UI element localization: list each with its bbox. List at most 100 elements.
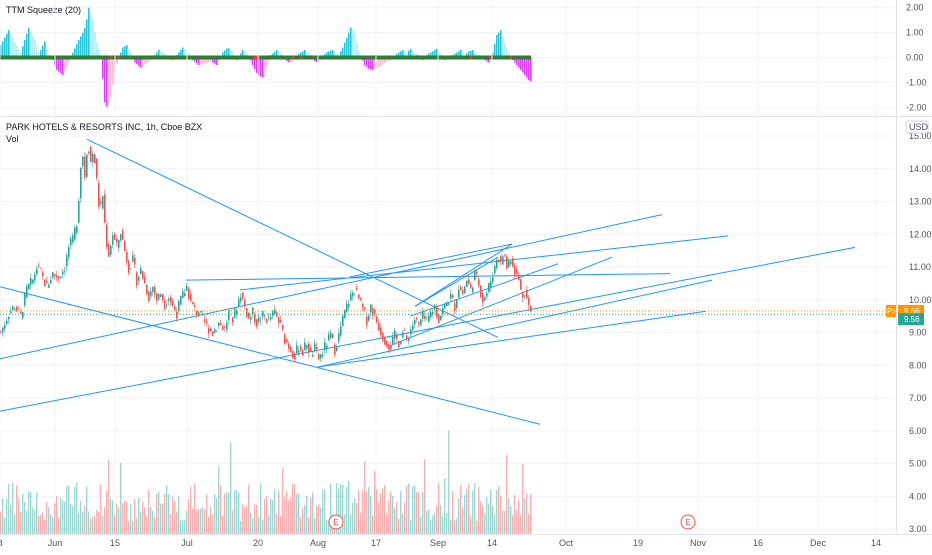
volume-bar [76, 482, 78, 534]
volume-bar [412, 486, 414, 534]
candle [302, 350, 304, 356]
volume-bar [240, 520, 242, 534]
trendline[interactable] [317, 279, 713, 368]
trendlines[interactable] [0, 138, 856, 425]
time-tick: 14 [871, 538, 881, 548]
indicator-bar [96, 42, 98, 58]
candle [364, 307, 366, 310]
time-tick: 15 [110, 538, 120, 548]
chart-title[interactable]: PARK HOTELS & RESORTS INC, 1h, Cboe BZX [6, 122, 202, 132]
candle [454, 303, 456, 311]
candle [312, 354, 314, 357]
candle [346, 303, 348, 312]
trendline[interactable] [86, 138, 499, 338]
candle [388, 344, 390, 350]
indicator-bar [430, 52, 432, 58]
indicator-bar [266, 57, 268, 68]
volume-legend[interactable]: Vol [6, 134, 19, 144]
trendline[interactable] [0, 246, 856, 412]
indicator-bar [368, 57, 370, 69]
volume-bar [224, 493, 226, 534]
volume-bar [352, 502, 354, 534]
candle [502, 256, 504, 265]
price-y-tick: 4.00 [909, 491, 927, 501]
volume-bar [320, 507, 322, 534]
candle [174, 306, 176, 311]
indicator-bar [162, 52, 164, 58]
indicator-bar [14, 42, 16, 58]
price-y-axis[interactable]: 15.00 14.00 13.00 12.00 11.00 10.00 9.00 8.00 7.… [909, 131, 932, 534]
indicator-bar [278, 51, 280, 58]
volume-bar [328, 520, 330, 534]
candle [190, 293, 192, 301]
candle [28, 283, 30, 289]
earnings-marker[interactable]: E [328, 514, 344, 530]
trendline[interactable] [414, 256, 499, 307]
candle [440, 316, 442, 321]
price-y-tick: 13.00 [909, 197, 932, 207]
candle [82, 156, 84, 167]
volume-bar [48, 507, 50, 534]
candle [78, 201, 80, 223]
earnings-marker[interactable]: E [680, 514, 696, 530]
volume-bar [120, 462, 122, 534]
volume-bar [512, 515, 514, 534]
indicator-bar [330, 50, 332, 58]
indicator-bar [254, 57, 256, 69]
time-axis[interactable]: 8 Jun 15 Jul 20 Aug 17 Sep 14 Oct 19 Nov 16 Dec 14 [0, 534, 932, 549]
trendline[interactable] [389, 256, 613, 347]
candle [68, 247, 70, 258]
candle [458, 289, 460, 298]
candle [18, 307, 20, 309]
trendline[interactable] [414, 243, 513, 307]
volume-bar [148, 489, 150, 534]
candle [66, 255, 68, 267]
candle [138, 276, 140, 281]
volume-bar [438, 483, 440, 534]
candle [20, 311, 22, 314]
squeeze-dot [110, 55, 112, 60]
trendline[interactable] [239, 235, 729, 291]
volume-bar [308, 517, 310, 534]
volume-bar [464, 495, 466, 534]
volume-bar [28, 491, 30, 534]
indicator-legend[interactable]: TTM Squeeze (20) [6, 5, 81, 15]
time-tick: Oct [559, 538, 574, 548]
candle [524, 295, 526, 297]
indicator-y-tick: 0.00 [906, 53, 924, 63]
indicator-bar [32, 35, 34, 58]
candle [134, 258, 136, 265]
indicator-y-axis: 2.00 1.00 0.00 -1.00 -2.00 [906, 3, 927, 113]
candle [526, 289, 528, 299]
squeeze-dot [118, 55, 120, 60]
candle [292, 351, 294, 358]
trendline[interactable] [185, 273, 671, 281]
volume-bar [406, 485, 408, 534]
volume-bar [288, 499, 290, 534]
candle [8, 316, 10, 320]
candle [192, 302, 194, 305]
trendline[interactable] [0, 286, 541, 425]
currency-label[interactable]: USD [905, 120, 929, 134]
indicator-bar [348, 32, 350, 58]
volume-bar [486, 497, 488, 534]
trendline[interactable] [317, 310, 707, 368]
indicator-bar [400, 51, 402, 58]
volume-bar [30, 492, 32, 534]
candle [472, 287, 474, 293]
trendline[interactable] [349, 243, 513, 278]
indicator-bar [404, 51, 406, 58]
volume-bar [488, 503, 490, 534]
indicator-bar [366, 57, 368, 67]
candle [522, 292, 524, 298]
volume-bar [90, 518, 92, 534]
indicator-bar [414, 52, 416, 58]
volume-bar [480, 501, 482, 534]
indicator-bar [146, 57, 148, 63]
candle [210, 328, 212, 332]
candle [38, 265, 40, 267]
trendline[interactable] [0, 214, 663, 360]
